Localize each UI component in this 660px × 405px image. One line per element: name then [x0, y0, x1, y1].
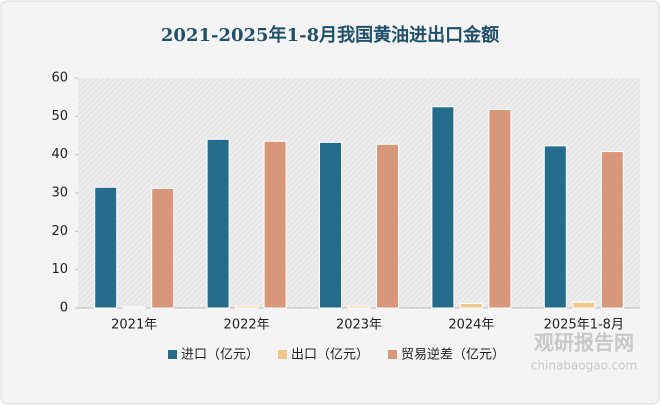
bar [206, 138, 230, 309]
y-tick-label: 0 [60, 301, 68, 316]
watermark: 观研报告网 [534, 331, 634, 355]
x-tick-label: 2025年1-8月 [544, 318, 624, 333]
x-tick-label: 2024年 [448, 318, 494, 333]
legend-swatch [278, 350, 287, 359]
legend-label: 进口（亿元） [181, 348, 259, 363]
bar [572, 301, 596, 309]
legend-label: 出口（亿元） [291, 348, 369, 363]
bar [347, 305, 371, 309]
legend-swatch [168, 350, 177, 359]
y-tick-label: 10 [51, 262, 68, 277]
y-tick-label: 60 [51, 71, 68, 86]
bar [488, 108, 512, 309]
bar [122, 306, 146, 309]
bar [151, 187, 175, 309]
bar [431, 106, 455, 309]
bar [319, 141, 342, 309]
x-tick-label: 2023年 [336, 318, 382, 333]
bar [263, 140, 287, 309]
watermark-url: chinabaogao.com [531, 359, 637, 373]
chart-title: 2021-2025年1-8月我国黄油进出口金额 [161, 24, 499, 46]
y-tick-label: 30 [51, 186, 68, 201]
legend-swatch [388, 350, 397, 359]
bar [600, 151, 624, 309]
bar [543, 145, 567, 309]
bar [459, 302, 483, 309]
legend-label: 贸易逆差（亿元） [401, 347, 505, 363]
x-tick-label: 2021年 [111, 318, 157, 333]
x-tick-label: 2022年 [224, 318, 270, 333]
bar [94, 186, 118, 309]
y-tick-label: 50 [51, 109, 68, 124]
bar [235, 305, 259, 309]
bar [376, 143, 399, 309]
y-tick-label: 40 [51, 147, 68, 162]
y-tick-label: 20 [51, 224, 68, 239]
